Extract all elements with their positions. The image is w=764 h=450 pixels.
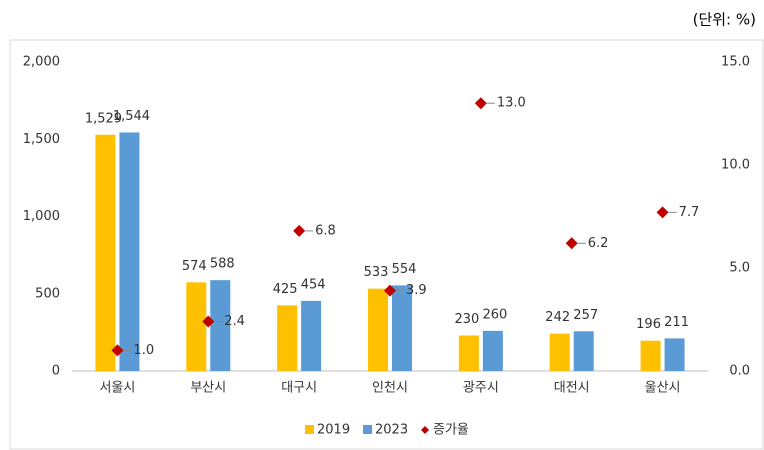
data-label: 1.0	[133, 343, 154, 358]
marker	[111, 344, 124, 357]
y-tick-label: 2,000	[23, 55, 60, 70]
marker	[565, 237, 578, 250]
bar	[392, 285, 412, 371]
data-label: 425	[273, 282, 298, 297]
bar	[573, 331, 594, 371]
x-tick-label: 광주시	[463, 381, 499, 396]
x-tick-label: 서울시	[99, 381, 135, 396]
data-label: 454	[301, 277, 326, 292]
marker	[384, 284, 396, 297]
data-label: 1,544	[113, 109, 150, 124]
bar	[277, 305, 298, 371]
x-tick-label: 부산시	[190, 381, 226, 396]
bar	[186, 282, 207, 371]
data-label: 196	[636, 317, 661, 332]
bar	[458, 335, 479, 371]
bar	[95, 134, 116, 371]
data-label: 533	[364, 265, 389, 280]
data-label: 242	[545, 310, 570, 325]
y-tick-label: 1,000	[23, 209, 60, 224]
x-tick-label: 울산시	[645, 381, 681, 396]
y2-tick-label: 15.0	[721, 55, 750, 70]
unit-label: (단위: %)	[693, 11, 756, 29]
y-tick-label: 500	[35, 286, 60, 301]
marker	[202, 315, 215, 328]
bar	[210, 280, 231, 371]
bar	[301, 300, 322, 371]
data-label: 7.7	[679, 205, 700, 220]
bar	[119, 132, 140, 371]
bar	[368, 288, 388, 371]
x-tick-label: 대전시	[554, 381, 590, 396]
data-label: 211	[664, 315, 689, 330]
data-label: 230	[454, 312, 479, 327]
data-label: 260	[482, 307, 507, 322]
y2-tick-label: 5.0	[729, 261, 750, 276]
legend-swatch	[305, 425, 314, 434]
legend-label: 2019	[317, 423, 350, 438]
data-label: 574	[182, 259, 207, 274]
marker	[474, 97, 487, 110]
data-label: 257	[573, 308, 598, 323]
data-label: 13.0	[497, 96, 526, 111]
y-tick-label: 0	[52, 364, 60, 379]
data-label: 588	[210, 257, 235, 272]
data-label: 3.9	[406, 283, 427, 298]
legend-swatch	[421, 426, 429, 434]
bar	[549, 333, 570, 371]
marker	[656, 206, 669, 219]
y-tick-label: 1,500	[23, 132, 60, 147]
data-label: 554	[392, 262, 417, 277]
bar	[664, 338, 685, 371]
bar	[640, 340, 661, 371]
marker	[293, 224, 306, 237]
data-label: 2.4	[224, 314, 245, 329]
legend-swatch	[363, 425, 372, 434]
data-label: 6.8	[315, 223, 336, 238]
bar	[482, 330, 503, 371]
chart-frame	[9, 39, 764, 450]
x-tick-label: 대구시	[281, 381, 317, 396]
legend-label: 2023	[375, 423, 408, 438]
x-tick-label: 인천시	[372, 381, 408, 396]
data-label: 1,529	[85, 111, 122, 126]
legend-label: 증가율	[433, 423, 469, 438]
data-label: 6.2	[588, 236, 609, 251]
y2-tick-label: 10.0	[721, 158, 750, 173]
y2-tick-label: 0.0	[729, 364, 750, 379]
